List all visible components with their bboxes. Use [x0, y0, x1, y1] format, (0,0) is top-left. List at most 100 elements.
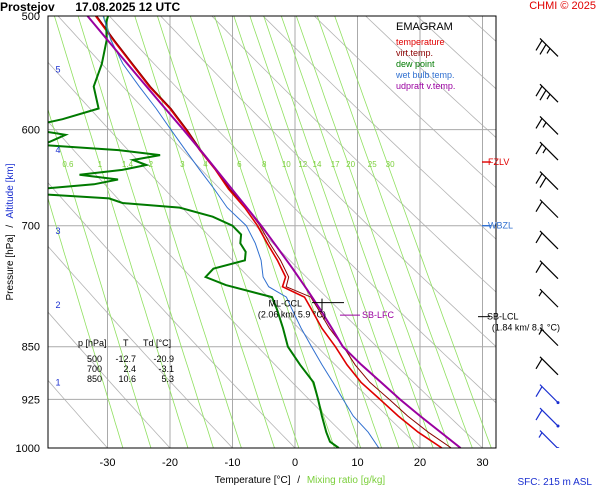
legend-temperature: temperature [396, 37, 445, 47]
mixing-ratio-label: 20 [346, 160, 355, 169]
barb-half-feather [546, 48, 551, 54]
legend-updraft: udpraft v.temp. [396, 81, 455, 91]
mixing-ratio-label: 17 [331, 160, 340, 169]
temperature-tick-label: 30 [476, 457, 488, 469]
temperature-tick-label: -20 [162, 457, 178, 469]
barb-staff [539, 83, 559, 103]
mixing-ratio-label: 8 [262, 160, 267, 169]
mixing-ratio-label: 10 [282, 160, 291, 169]
dry-adiabat [48, 379, 108, 448]
series-dew-point [48, 16, 340, 448]
wind-barb [535, 260, 559, 280]
barb-staff [539, 356, 559, 376]
wind-barb [538, 430, 560, 448]
series-wet-bulb-temp [102, 16, 380, 448]
mixing-ratio-label: 0.4 [36, 160, 48, 169]
mixing-ratio-label: 4 [203, 160, 208, 169]
plot-frame [47, 15, 497, 449]
legend-wet-bulb: wet bulb temp. [395, 70, 455, 80]
wind-barb [535, 356, 559, 376]
wind-barb [535, 115, 559, 135]
mixing-ratio-label: 1.4 [122, 160, 134, 169]
pressure-tick-label: 600 [22, 125, 40, 137]
series-virt-temp [96, 16, 452, 448]
barb-feather [535, 201, 543, 212]
mixing-ratio-label: 3 [180, 160, 185, 169]
barb-feather [535, 40, 543, 51]
altitude-tick-label: 4 [55, 145, 60, 155]
mixing-ratio-line [316, 16, 473, 448]
barb-staff [539, 141, 559, 161]
barb-feather [535, 143, 543, 155]
temperature-tick-label: 10 [351, 457, 363, 469]
barb-feather [535, 85, 543, 97]
table-cell: -12.7 [115, 354, 136, 364]
wind-barb [535, 83, 559, 103]
credit-label: CHMI © 2025 [529, 0, 596, 12]
sb-lcl-value: (1.84 km/ 8.1 °C) [492, 323, 560, 333]
mixing-ratio-line [134, 16, 275, 448]
altitude-tick-label: 3 [55, 226, 60, 236]
barb-feather [535, 262, 543, 274]
pressure-tick-label: 925 [22, 394, 40, 406]
barb-staff [539, 230, 559, 250]
mixing-ratio-line [157, 16, 300, 448]
barb-feather [539, 44, 547, 55]
barb-feather [535, 358, 543, 370]
barb-staff [539, 260, 559, 280]
table-cell: 10.6 [118, 374, 136, 384]
dry-adiabat [365, 16, 496, 139]
barb-feather [535, 173, 543, 184]
dry-adiabat [109, 16, 496, 404]
barb-feather [539, 177, 547, 188]
table-cell: 500 [87, 354, 102, 364]
dry-adiabat [160, 16, 496, 348]
mixing-ratio-line [48, 196, 124, 448]
mixing-ratio-label: 12 [298, 160, 307, 169]
barb-half-feather [538, 432, 543, 438]
svg-text:Pressure [hPa] / A: Pressure [hPa] / Altitude [km] [5, 163, 16, 300]
barb-staff [539, 171, 559, 190]
table-cell: 700 [87, 364, 102, 374]
barb-feather [535, 232, 543, 244]
pressure-tick-label: 500 [22, 11, 40, 23]
sounding-datetime: 17.08.2025 12 UTC [75, 0, 181, 14]
wind-barbs [535, 37, 560, 448]
barb-staff [539, 327, 559, 347]
barb-staff [539, 199, 559, 219]
table-cell: -20.9 [153, 354, 174, 364]
barb-feather [535, 118, 543, 129]
mixing-ratio-line [334, 16, 492, 448]
dry-adiabat [519, 16, 600, 448]
mixing-ratio-label: 2 [149, 160, 154, 169]
annotations: FZLV WBZL ML-CCL(2.06 km/ 5.9 °C) SB-LFC SB-… [258, 157, 560, 333]
ml-ccl-value: (2.06 km/ 5.9 °C) [258, 310, 326, 320]
sb-lfc-label: SB-LFC [362, 310, 395, 320]
ylabel-altitude: Altitude [km] [5, 163, 16, 218]
barb-feather [539, 89, 547, 101]
dry-adiabat [48, 120, 358, 448]
summary-table: p [hPa] T Td [°C] 500 -12.7 -20.9 700 2.… [78, 338, 174, 384]
dry-adiabat [57, 16, 483, 448]
mixing-ratio-line [295, 16, 450, 448]
temperature-tick-label: -10 [225, 457, 241, 469]
dry-adiabat [48, 245, 233, 448]
barb-staff [539, 115, 559, 135]
series-udpraft-v-temp [86, 16, 462, 448]
barb-dot [556, 447, 560, 448]
barb-dot [556, 401, 560, 405]
wind-barb [535, 230, 559, 250]
ylabel-pressure: Pressure [hPa] [5, 234, 16, 300]
barb-half-feather [542, 122, 547, 128]
barb-half-feather [542, 147, 547, 154]
wind-barb [535, 37, 559, 57]
temperature-tick-label: 0 [292, 457, 298, 469]
dry-adiabat [211, 16, 496, 293]
barb-staff [539, 430, 559, 448]
pressure-tick-label: 850 [22, 342, 40, 354]
chart-header: Prostejov 17.08.2025 12 UTC [0, 0, 180, 14]
temperature-tick-label: 20 [414, 457, 426, 469]
mixing-ratio-line [233, 16, 382, 448]
